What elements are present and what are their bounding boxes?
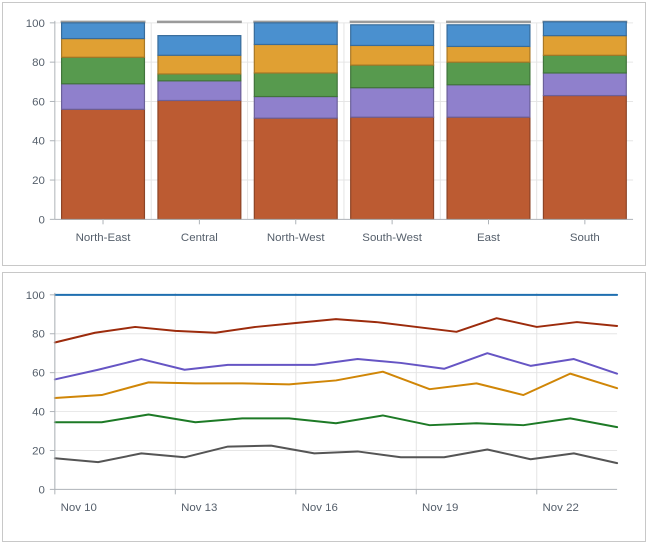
bar-segment-east-series-1[interactable] [446, 116, 531, 220]
y-axis-label-20: 20 [32, 175, 45, 187]
line-series-series-orange[interactable] [53, 370, 619, 399]
bar-segment-central-series-4[interactable] [157, 54, 242, 75]
bar-segment-north-west-series-2[interactable] [253, 95, 338, 119]
bar-segment-south-west-series-2[interactable] [350, 87, 435, 118]
x-axis-label-nov-10: Nov 10 [61, 502, 97, 514]
bar-segment-south-west-series-5[interactable] [350, 24, 435, 47]
bar-segment-south-series-2[interactable] [542, 72, 627, 97]
x-axis-label-south: South [570, 232, 600, 244]
x-axis-label-nov-16: Nov 16 [302, 502, 338, 514]
line-series-series-red[interactable] [53, 317, 619, 344]
multi-line-chart-panel: 0 20 40 60 80 100 Nov 10 Nov 13 Nov 16 Nov 19 Nov … [2, 272, 646, 542]
bar-segment-south-west-series-3[interactable] [350, 64, 435, 89]
y-axis-label-60: 60 [32, 96, 45, 108]
bar-segment-south-west-series-4[interactable] [350, 44, 435, 66]
bar-segment-central-series-1[interactable] [157, 99, 242, 220]
y-axis-label-100: 100 [26, 18, 45, 30]
bar-segment-north-east-series-1[interactable] [60, 108, 146, 220]
x-axis-label-north-west: North-West [267, 232, 326, 244]
x-axis-label-east: East [477, 232, 501, 244]
bar-segment-central-series-3[interactable] [157, 73, 242, 82]
bar-segment-east-series-5[interactable] [446, 24, 531, 48]
bar-segment-north-west-series-1[interactable] [253, 117, 338, 220]
bar-segment-north-east-series-2[interactable] [60, 83, 146, 110]
bar-segment-north-west-series-5[interactable] [253, 22, 338, 46]
y-axis-label-40: 40 [32, 136, 45, 148]
bar-segment-east-series-2[interactable] [446, 84, 531, 118]
y-axis-label-60: 60 [32, 368, 45, 380]
line-series-series-gray[interactable] [53, 444, 619, 465]
bar-segment-central-series-5[interactable] [157, 35, 242, 56]
bar-segment-north-east-series-4[interactable] [60, 37, 146, 58]
x-axis-label-north-east: North-East [76, 232, 132, 244]
multi-line-chart[interactable]: 0 20 40 60 80 100 Nov 10 Nov 13 Nov 16 Nov 19 Nov … [3, 273, 645, 541]
line-series-series-green[interactable] [53, 413, 619, 429]
bar-segment-south-west-series-1[interactable] [350, 116, 435, 220]
y-axis-label-80: 80 [32, 57, 45, 69]
bar-segment-east-series-4[interactable] [446, 45, 531, 63]
bar-segment-north-east-series-5[interactable] [60, 22, 146, 40]
line-series-series-purple[interactable] [53, 352, 619, 381]
y-axis-label-0: 0 [38, 214, 44, 226]
y-axis-label-0: 0 [38, 484, 44, 496]
bar-segment-east-series-3[interactable] [446, 61, 531, 86]
stacked-bar-chart[interactable]: North-East Central North-West South-West Eas… [3, 3, 645, 265]
x-axis-label-central: Central [181, 232, 218, 244]
x-axis-label-nov-22: Nov 22 [543, 502, 579, 514]
bar-segment-south-series-3[interactable] [542, 54, 627, 74]
bar-segment-south-series-5[interactable] [542, 21, 627, 37]
x-axis-label-nov-19: Nov 19 [422, 502, 458, 514]
y-axis-label-40: 40 [32, 407, 45, 419]
bar-segment-south-series-4[interactable] [542, 35, 627, 56]
x-axis-label-south-west: South-West [362, 232, 422, 244]
y-axis-label-80: 80 [32, 329, 45, 341]
stacked-bar-chart-panel: North-East Central North-West South-West Eas… [2, 2, 646, 266]
bar-segment-north-west-series-3[interactable] [253, 72, 338, 98]
bar-segment-central-series-2[interactable] [157, 80, 242, 102]
x-axis-label-nov-13: Nov 13 [181, 502, 217, 514]
y-axis-label-20: 20 [32, 445, 45, 457]
bar-segment-north-west-series-4[interactable] [253, 43, 338, 74]
bar-segment-south-series-1[interactable] [542, 94, 627, 220]
bar-segment-north-east-series-3[interactable] [60, 56, 146, 85]
y-axis-label-100: 100 [26, 290, 45, 302]
